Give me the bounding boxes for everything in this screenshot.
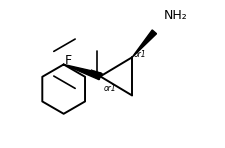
- Text: or1: or1: [133, 50, 146, 59]
- Polygon shape: [131, 30, 156, 57]
- Text: or1: or1: [103, 84, 116, 92]
- Text: NH₂: NH₂: [163, 9, 187, 22]
- Polygon shape: [63, 64, 101, 80]
- Text: F: F: [64, 54, 71, 67]
